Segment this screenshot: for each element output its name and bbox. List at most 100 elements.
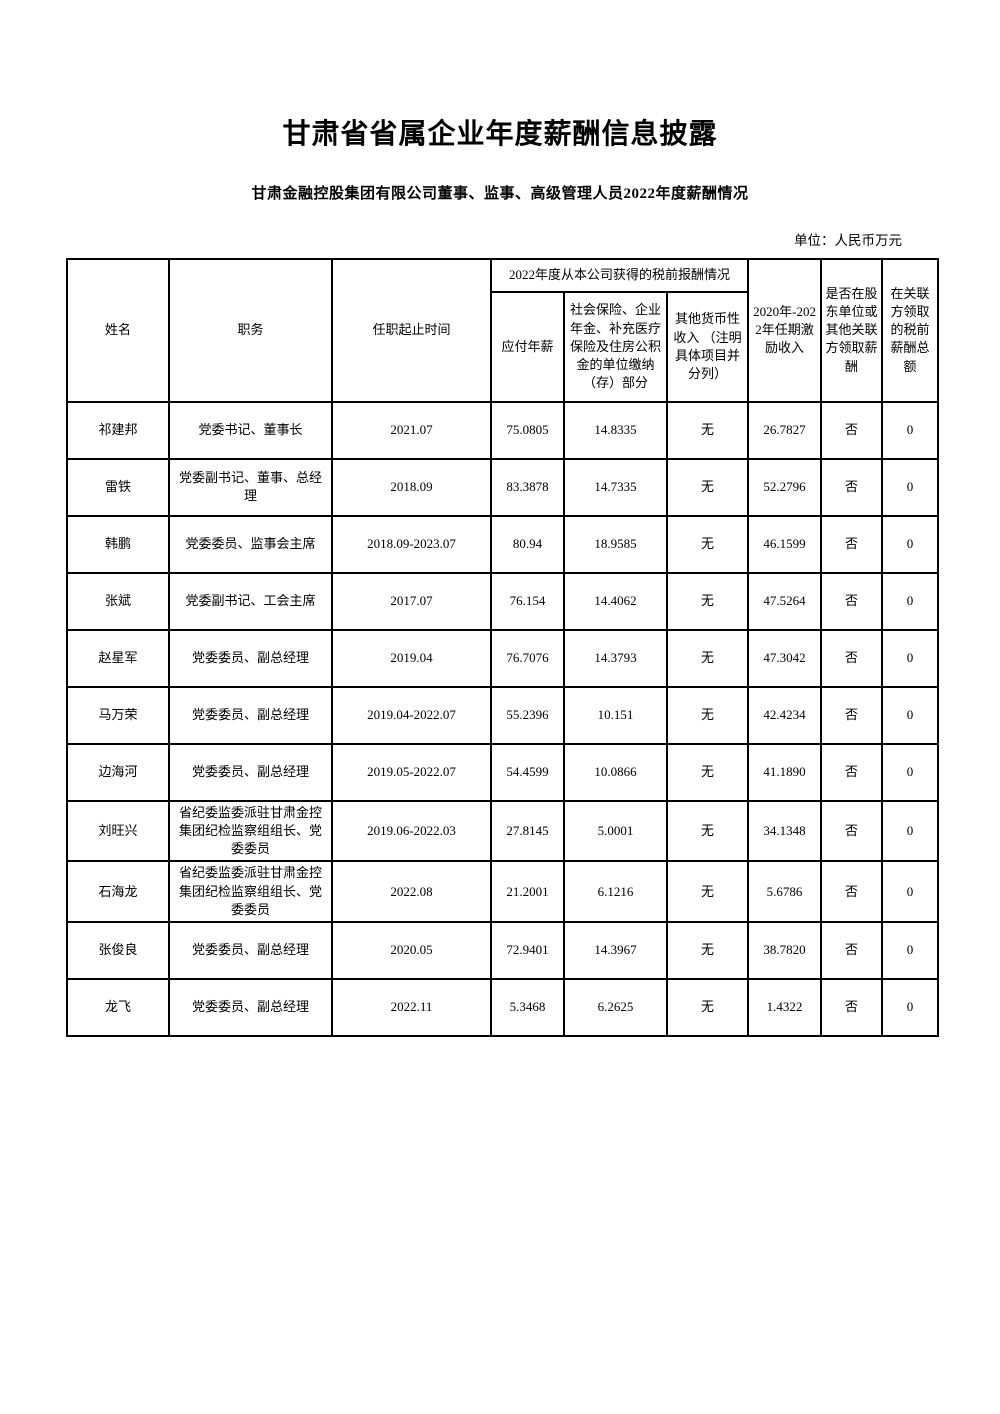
table-body: 祁建邦 党委书记、董事长 2021.07 75.0805 14.8335 无 2… [66, 400, 940, 1037]
cell-salary: 76.154 [490, 571, 565, 631]
cell-other-income: 无 [665, 742, 750, 802]
table-row: 石海龙 省纪委监委派驻甘肃金控集团纪检监察组组长、党委委员 2022.08 21… [66, 860, 940, 923]
table-row: 韩鹏 党委委员、监事会主席 2018.09-2023.07 80.94 18.9… [66, 514, 940, 574]
cell-tenure: 2022.08 [331, 860, 492, 923]
cell-salary: 76.7076 [490, 628, 565, 688]
cell-insurance: 14.3967 [563, 920, 668, 980]
cell-incentive: 46.1599 [747, 514, 823, 574]
table-row: 雷铁 党委副书记、董事、总经理 2018.09 83.3878 14.7335 … [66, 457, 940, 517]
cell-other-income: 无 [665, 571, 750, 631]
cell-tenure: 2019.04 [331, 628, 492, 688]
cell-other-income: 无 [665, 457, 750, 517]
table-row: 马万荣 党委委员、副总经理 2019.04-2022.07 55.2396 10… [66, 685, 940, 745]
col-header-related-pay: 是否在股东单位或其他关联方领取薪酬 [820, 257, 884, 403]
page-subtitle: 甘肃金融控股集团有限公司董事、监事、高级管理人员2022年度薪酬情况 [251, 185, 749, 202]
col-header-salary: 应付年薪 [490, 290, 565, 403]
cell-insurance: 14.3793 [563, 628, 668, 688]
cell-insurance: 10.151 [563, 685, 668, 745]
col-header-other-income: 其他货币性收入 （注明具体项目并分列） [665, 290, 750, 403]
cell-incentive: 41.1890 [747, 742, 823, 802]
col-header-position: 职务 [168, 257, 333, 403]
cell-incentive: 38.7820 [747, 920, 823, 980]
cell-name: 马万荣 [66, 685, 170, 745]
cell-position: 党委副书记、工会主席 [168, 571, 333, 631]
cell-related-total: 0 [881, 860, 940, 923]
cell-other-income: 无 [665, 860, 750, 923]
cell-related-total: 0 [881, 628, 940, 688]
cell-related-pay: 否 [820, 685, 884, 745]
cell-incentive: 1.4322 [747, 977, 823, 1037]
cell-insurance: 14.8335 [563, 400, 668, 460]
cell-position: 党委副书记、董事、总经理 [168, 457, 333, 517]
cell-tenure: 2022.11 [331, 977, 492, 1037]
cell-position: 党委委员、监事会主席 [168, 514, 333, 574]
cell-related-pay: 否 [820, 799, 884, 863]
cell-tenure: 2018.09 [331, 457, 492, 517]
cell-name: 韩鹏 [66, 514, 170, 574]
cell-incentive: 42.4234 [747, 685, 823, 745]
cell-related-pay: 否 [820, 920, 884, 980]
cell-position: 党委委员、副总经理 [168, 977, 333, 1037]
header-row-sub: 应付年薪 社会保险、企业年金、补充医疗保险及住房公积金的单位缴纳（存）部分 其他… [67, 290, 938, 403]
cell-related-total: 0 [881, 799, 940, 863]
cell-name: 赵星军 [66, 628, 170, 688]
cell-position: 党委委员、副总经理 [168, 742, 333, 802]
cell-salary: 72.9401 [490, 920, 565, 980]
table-row: 张斌 党委副书记、工会主席 2017.07 76.154 14.4062 无 4… [66, 571, 940, 631]
cell-incentive: 52.2796 [747, 457, 823, 517]
cell-related-pay: 否 [820, 457, 884, 517]
col-header-name: 姓名 [66, 257, 170, 403]
col-header-related-total: 在关联方领取的税前薪酬总额 [881, 257, 940, 403]
cell-salary: 27.8145 [490, 799, 565, 863]
cell-other-income: 无 [665, 400, 750, 460]
table-row: 龙飞 党委委员、副总经理 2022.11 5.3468 6.2625 无 1.4… [66, 977, 940, 1037]
cell-tenure: 2019.05-2022.07 [331, 742, 492, 802]
cell-other-income: 无 [665, 628, 750, 688]
cell-related-pay: 否 [820, 742, 884, 802]
cell-related-total: 0 [881, 742, 940, 802]
col-header-incentive: 2020年-2022年任期激励收入 [747, 257, 823, 403]
cell-incentive: 34.1348 [747, 799, 823, 863]
cell-incentive: 5.6786 [747, 860, 823, 923]
table-row: 祁建邦 党委书记、董事长 2021.07 75.0805 14.8335 无 2… [66, 400, 940, 460]
cell-insurance: 6.1216 [563, 860, 668, 923]
col-header-compensation-group: 2022年度从本公司获得的税前报酬情况 [489, 257, 750, 293]
cell-name: 边海河 [66, 742, 170, 802]
cell-tenure: 2020.05 [331, 920, 492, 980]
cell-related-total: 0 [881, 977, 940, 1037]
cell-other-income: 无 [665, 685, 750, 745]
cell-name: 张俊良 [66, 920, 170, 980]
col-header-insurance: 社会保险、企业年金、补充医疗保险及住房公积金的单位缴纳（存）部分 [563, 290, 668, 403]
cell-insurance: 10.0866 [563, 742, 668, 802]
cell-salary: 21.2001 [490, 860, 565, 923]
cell-tenure: 2019.06-2022.03 [331, 799, 492, 863]
unit-note: 单位：人民币万元 [794, 232, 902, 248]
cell-related-total: 0 [881, 400, 940, 460]
cell-tenure: 2017.07 [331, 571, 492, 631]
cell-salary: 5.3468 [490, 977, 565, 1037]
cell-position: 党委委员、副总经理 [168, 685, 333, 745]
cell-position: 省纪委监委派驻甘肃金控集团纪检监察组组长、党委委员 [168, 860, 333, 923]
cell-name: 祁建邦 [66, 400, 170, 460]
cell-related-total: 0 [881, 514, 940, 574]
table-header: 姓名 职务 任职起止时间 2022年度从本公司获得的税前报酬情况 2020年-2… [66, 257, 940, 403]
page-title: 甘肃省省属企业年度薪酬信息披露 [282, 119, 718, 150]
cell-insurance: 5.0001 [563, 799, 668, 863]
cell-related-total: 0 [881, 685, 940, 745]
cell-related-pay: 否 [820, 514, 884, 574]
table-row: 赵星军 党委委员、副总经理 2019.04 76.7076 14.3793 无 … [66, 628, 940, 688]
cell-name: 龙飞 [66, 977, 170, 1037]
cell-insurance: 6.2625 [563, 977, 668, 1037]
cell-related-pay: 否 [820, 400, 884, 460]
cell-other-income: 无 [665, 977, 750, 1037]
cell-position: 党委书记、董事长 [168, 400, 333, 460]
cell-salary: 75.0805 [490, 400, 565, 460]
cell-other-income: 无 [665, 920, 750, 980]
cell-related-total: 0 [881, 920, 940, 980]
cell-position: 省纪委监委派驻甘肃金控集团纪检监察组组长、党委委员 [168, 799, 333, 863]
cell-related-pay: 否 [820, 628, 884, 688]
cell-name: 刘旺兴 [66, 799, 170, 863]
cell-insurance: 14.7335 [563, 457, 668, 517]
cell-tenure: 2021.07 [331, 400, 492, 460]
